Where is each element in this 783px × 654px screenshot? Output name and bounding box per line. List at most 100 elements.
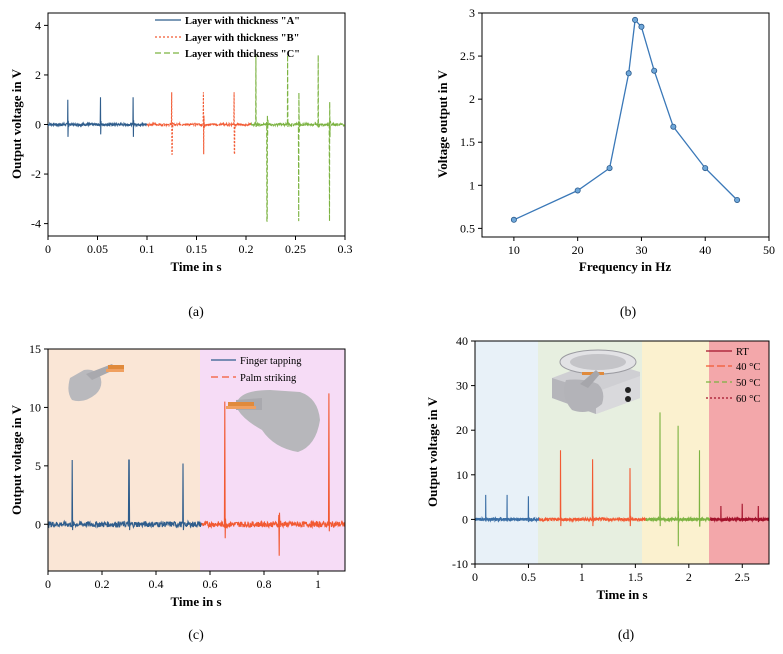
legend-d-label-60: 60 °C [736,394,760,405]
panel-a-y-ticks: -4 -2 0 2 4 [31,18,48,231]
x-tick-label: 0.05 [87,242,108,256]
panel-a-xlabel: Time in s [170,259,221,274]
panel-d-y-ticks: -10 0 10 20 30 40 [452,334,475,571]
panel-d-xlabel: Time in s [596,587,647,602]
legend-c-label-palm: Palm striking [240,373,297,384]
legend-a-label-a: Layer with thickness "A" [185,16,300,27]
panel-d-bg-50 [642,341,709,564]
x-tick-label: 0 [45,242,51,256]
panel-a-x-ticks: 0 0.05 0.1 0.15 0.2 0.25 0.3 [45,236,353,256]
data-point [510,216,517,223]
y-tick-label: 0 [462,512,468,526]
panel-d-bg-60 [709,341,769,564]
y-tick-label: 10 [456,468,468,482]
panel-d-ylabel: Output voltage in V [425,396,440,507]
panel-b-xlabel: Frequency in Hz [579,259,671,274]
series-line-1 [47,97,148,137]
x-tick-label: 0.5 [521,570,536,584]
y-tick-label: -4 [31,217,41,231]
data-point [606,165,613,172]
y-tick-label: 40 [456,334,468,348]
y-tick-label: 15 [29,342,41,356]
data-point [670,123,677,130]
x-tick-label: 0.2 [239,242,254,256]
panel-d-bg-rt [475,341,538,564]
panel-b-y-ticks: 0.5 1 1.5 2 2.5 3 [460,6,482,235]
panel-c-y-ticks: 0 5 10 15 [29,342,48,531]
x-tick-label: 0.4 [149,577,164,591]
x-tick-label: 0.8 [257,577,272,591]
x-tick-label: 1 [579,570,585,584]
data-point [702,165,709,172]
y-tick-label: 2 [35,68,41,82]
y-tick-label: 2.5 [460,49,475,63]
finger-tap-illustration [68,364,124,402]
data-point [625,70,632,77]
x-tick-label: 2 [686,570,692,584]
y-tick-label: 1 [469,178,475,192]
x-tick-label: 0 [472,570,478,584]
panel-c-legend: Finger tapping Palm striking [211,356,302,384]
y-tick-label: 30 [456,379,468,393]
panel-c-x-ticks: 0 0.2 0.4 0.6 0.8 1 [45,571,321,591]
data-point [734,196,741,203]
y-tick-label: 10 [29,400,41,414]
x-tick-label: 0.2 [95,577,110,591]
x-tick-label: 0.25 [285,242,306,256]
x-tick-label: 2.5 [735,570,750,584]
data-point [638,23,645,30]
panel-d-x-ticks: 0 0.5 1 1.5 2 2.5 [472,564,750,584]
series-line [513,18,738,221]
legend-d-label-50: 50 °C [736,378,760,389]
series-line-1 [47,459,203,531]
panel-c-xlabel: Time in s [170,594,221,609]
series-line-3 [645,412,711,547]
y-tick-label: 4 [35,18,41,32]
series-line-2 [538,450,647,527]
panel-d-plot-area [474,412,770,547]
legend-d-label-40: 40 °C [736,362,760,373]
y-tick-label: 0.5 [460,221,475,235]
series-line-2 [146,92,252,155]
x-tick-label: 40 [699,243,711,257]
x-tick-label: 1.5 [628,570,643,584]
data-point [574,187,581,194]
series-line-3 [250,55,346,222]
y-tick-label: 0 [35,118,41,132]
panel-a-label: (a) [188,305,204,320]
y-tick-label: -2 [31,167,41,181]
y-tick-label: 3 [469,6,475,20]
panel-d-legend: RT 40 °C 50 °C 60 °C [706,347,760,405]
x-tick-label: 30 [635,243,647,257]
panel-a-ylabel: Output voltage in V [9,68,24,179]
x-tick-label: 1 [315,577,321,591]
x-tick-label: 0.1 [140,242,155,256]
panel-b: 10 20 30 40 50 0.511.522.53 Frequency in Hz … [435,6,775,320]
series-line-4 [709,503,770,523]
panel-b-plot-area [510,16,741,223]
legend-c-label-finger: Finger tapping [240,356,302,367]
x-tick-label: 0.6 [203,577,218,591]
legend-a-label-c: Layer with thickness "C" [185,49,300,60]
heater-device-illustration [552,349,640,414]
data-point [632,16,639,23]
panel-b-label: (b) [620,305,637,320]
panel-a-plot-area [47,55,346,222]
series-line-2 [201,393,346,556]
panel-c-ylabel: Output voltage in V [9,404,24,515]
y-tick-label: 0 [35,517,41,531]
panel-b-x-ticks: 10 20 30 40 50 [508,237,775,257]
panel-c-plot-area [47,393,346,556]
panel-b-ylabel: Voltage output in V [435,69,450,178]
panel-a-legend: Layer with thickness "A" Layer with thic… [155,16,300,60]
x-tick-label: 10 [508,243,520,257]
panel-c: 0 0.2 0.4 0.6 0.8 1 0 5 10 15 Time in s Output v… [9,342,346,643]
x-tick-label: 0.3 [338,242,353,256]
panel-d-label: (d) [618,628,635,643]
legend-d-label-rt: RT [736,347,749,358]
y-tick-label: 20 [456,423,468,437]
panel-a: 0 0.05 0.1 0.15 0.2 0.25 0.3 -4 -2 0 2 4 Time in s… [9,12,353,320]
x-tick-label: 0.15 [186,242,207,256]
palm-strike-illustration [226,390,320,452]
